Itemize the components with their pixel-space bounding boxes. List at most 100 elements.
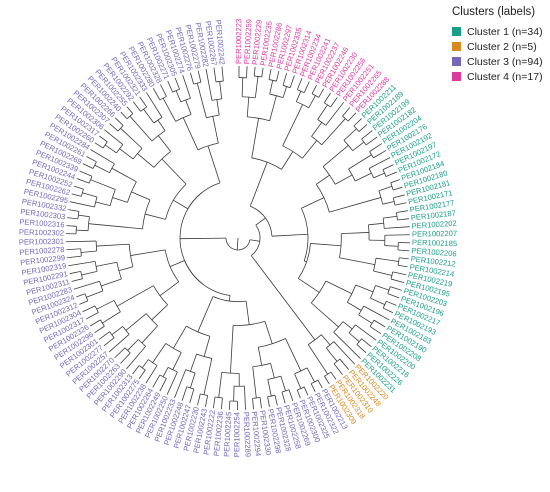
dendrogram-branch [246, 301, 249, 325]
dendrogram-branch [268, 380, 271, 396]
dendrogram-branch [398, 265, 407, 267]
dendrogram-branch [262, 68, 263, 77]
dendrogram-branch [297, 390, 300, 398]
dendrogram-arc [152, 131, 165, 141]
dendrogram-arc [166, 343, 181, 352]
dendrogram-branch [67, 256, 81, 258]
dendrogram-branch [220, 81, 222, 98]
dendrogram-branch [357, 344, 366, 352]
dendrogram-branch [324, 93, 330, 103]
dendrogram-branch [254, 67, 255, 76]
dendrogram-branch [312, 85, 317, 94]
dendrogram-branch [68, 210, 79, 212]
dendrogram-branch [247, 97, 249, 117]
dendrogram-branch [186, 100, 191, 114]
leaf-label: PER1002254 [232, 412, 241, 457]
dendrogram-arc [176, 114, 192, 121]
dendrogram-branch [356, 285, 373, 292]
dendrogram-branch [334, 364, 342, 375]
dendrogram-branch [153, 343, 166, 362]
dendrogram-branch [176, 91, 181, 102]
legend-label-cluster-4: Cluster 4 (n=17) [467, 71, 543, 83]
dendrogram-branch [198, 297, 213, 332]
dendrogram-branch [383, 216, 397, 218]
dendrogram-branch [246, 66, 247, 78]
dendrogram-branch [87, 156, 97, 161]
dendrogram-branch [146, 366, 157, 384]
legend-swatch-cluster-1 [452, 27, 461, 36]
dendrogram-branch [309, 96, 316, 108]
dendrogram-branches [66, 66, 410, 410]
dendrogram-branch [395, 203, 406, 205]
dendrogram-branch [208, 146, 220, 183]
dendrogram-arc [362, 139, 366, 145]
leaf-label: PER1002301 [19, 237, 64, 247]
dendrogram-arc [349, 325, 355, 333]
dendrogram-branch [304, 261, 306, 262]
dendrogram-branch [271, 363, 275, 378]
dendrogram-branch [120, 149, 134, 159]
dendrogram-branch [383, 201, 394, 204]
dendrogram-branch [304, 387, 308, 395]
dendrogram-branch [354, 118, 362, 126]
dendrogram-branch [343, 107, 350, 116]
dendrogram-branch [66, 249, 80, 250]
legend-swatch-cluster-4 [452, 72, 461, 81]
dendrogram-branch [370, 326, 381, 333]
dendrogram-branch [133, 102, 140, 112]
dendrogram-branch [131, 250, 166, 256]
dendrogram-branch [163, 367, 168, 376]
dendrogram-branch [283, 73, 287, 85]
dendrogram-branch [326, 348, 337, 361]
dendrogram-arc [160, 96, 167, 100]
dendrogram-branch [341, 232, 369, 233]
dendrogram-branch [253, 367, 257, 398]
dendrogram-branch [366, 137, 377, 145]
dendrogram-arc [95, 306, 98, 313]
dendrogram-branch [70, 271, 81, 273]
legend-item-cluster-4: Cluster 4 (n=17) [452, 69, 548, 84]
dendrogram-branch [104, 338, 114, 346]
dendrogram-branch [119, 267, 133, 271]
dendrogram-arc [370, 152, 374, 158]
dendrogram-arc [383, 301, 386, 308]
dendrogram-branch [82, 193, 97, 197]
dendrogram-arc [369, 169, 374, 178]
dendrogram-branch [265, 321, 272, 343]
dendrogram-branch [312, 122, 322, 136]
dendrogram-branch [390, 287, 402, 291]
dendrogram-branch [68, 261, 95, 265]
dendrogram-branch [368, 223, 383, 225]
dendrogram-branch [340, 359, 349, 370]
dendrogram-arc [370, 285, 375, 298]
legend-swatch-cluster-2 [452, 42, 461, 51]
dendrogram-arc [100, 320, 104, 326]
dendrogram-arc [96, 241, 97, 251]
legend-item-cluster-1: Cluster 1 (n=34) [452, 24, 548, 39]
dendrogram-branch [86, 291, 103, 297]
dendrogram-branch [96, 244, 129, 246]
dendrogram-branch [94, 326, 104, 333]
dendrogram-branch [146, 92, 162, 117]
dendrogram-branch [77, 179, 90, 184]
dendrogram-arc [357, 339, 362, 345]
dendrogram-branch [329, 197, 381, 212]
dendrogram-branch [298, 278, 319, 292]
dendrogram-branch [324, 376, 329, 384]
dendrogram-branch [130, 116, 152, 141]
dendrogram-arc [326, 342, 334, 348]
dendrogram-branch [375, 285, 389, 290]
dendrogram-branch [362, 131, 373, 140]
dendrogram-arc [359, 306, 364, 315]
dendrogram-branch [190, 373, 195, 388]
dendrogram-branch [250, 240, 260, 241]
dendrogram-branch [335, 175, 352, 184]
dendrogram-branch [96, 202, 110, 206]
dendrogram-branch [204, 358, 212, 394]
dendrogram-branch [72, 279, 83, 282]
dendrogram-branch [142, 360, 148, 368]
dendrogram-branch [97, 300, 114, 309]
legend-label-cluster-2: Cluster 2 (n=5) [467, 41, 537, 53]
dendrogram-branch [72, 194, 82, 197]
dendrogram-branch [347, 302, 361, 310]
